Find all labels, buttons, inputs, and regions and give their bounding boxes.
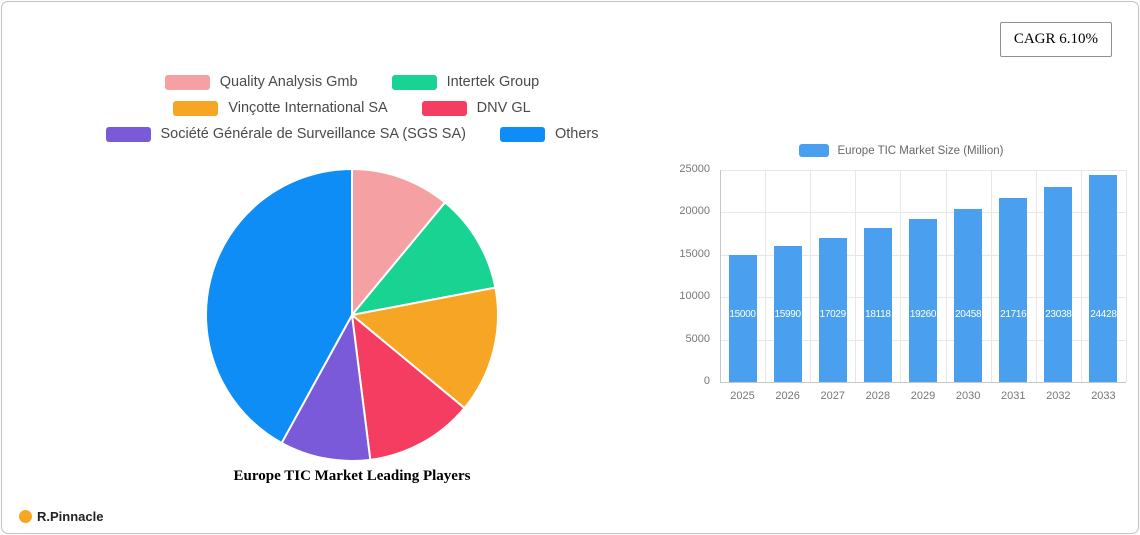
brand-logo: R.Pinnacle <box>19 509 103 524</box>
bar-2028 <box>863 228 892 382</box>
gridline-v <box>900 170 902 382</box>
pie-slice-1 <box>351 201 497 316</box>
legend-item-2[interactable]: Vinçotte International SA <box>173 100 388 116</box>
gridline-h <box>720 170 1126 171</box>
y-tick-label: 25000 <box>679 163 710 175</box>
gridline-v <box>720 170 721 382</box>
bar-value-label: 17029 <box>819 309 847 320</box>
pie-slice-2 <box>351 286 499 410</box>
pie-slice-0 <box>351 168 447 316</box>
logo-icon <box>19 510 32 523</box>
x-tick-label: 2027 <box>820 390 845 402</box>
cagr-label: CAGR 6.10% <box>1013 31 1098 47</box>
gridline-v <box>810 170 812 382</box>
pie-slice-4 <box>280 314 372 463</box>
legend-swatch <box>105 126 151 142</box>
x-tick-label: 2030 <box>955 390 981 402</box>
gridline-v <box>945 170 947 382</box>
gridline-h <box>720 212 1126 214</box>
bar-2033 <box>1089 174 1118 382</box>
legend-label: Quality Analysis Gmb <box>219 74 358 90</box>
bar-value-label: 15990 <box>774 309 802 320</box>
y-tick-label: 10000 <box>679 290 710 303</box>
gridline-v <box>1080 170 1082 382</box>
pie-legend: Quality Analysis Gmb Intertek Group Vinçot… <box>57 74 647 142</box>
legend-row: Société Générale de Surveillance SA (SGS… <box>57 126 647 142</box>
y-tick-label: 0 <box>703 375 710 387</box>
bar-value-label: 21716 <box>1000 309 1027 320</box>
bar-value-label: 23038 <box>1045 309 1072 320</box>
gridline-v <box>855 170 857 382</box>
x-tick-label: 2031 <box>1000 390 1026 402</box>
legend-swatch <box>164 74 210 90</box>
legend-swatch <box>391 74 437 90</box>
bar-2030 <box>954 208 983 382</box>
legend-item-0[interactable]: Quality Analysis Gmb <box>164 74 358 90</box>
bar-plot-area: 15000 15990 17029 18118 19260 20458 21716 23038… <box>720 170 1127 383</box>
bar-legend-label: Europe TIC Market Size (Million) <box>837 144 1004 157</box>
bar-value-label: 24428 <box>1090 309 1117 320</box>
bar-legend-swatch <box>798 144 829 157</box>
legend-label: Intertek Group <box>446 74 540 90</box>
legend-label: DNV GL <box>476 100 531 116</box>
legend-label: Société Générale de Surveillance SA (SGS… <box>160 126 466 142</box>
cagr-badge: CAGR 6.10% <box>999 22 1112 57</box>
x-tick-label: 2032 <box>1046 390 1071 402</box>
x-tick-label: 2025 <box>730 390 755 402</box>
legend-swatch <box>421 100 467 116</box>
bar-chart: Europe TIC Market Size (Million) 15000 15… <box>662 144 1140 422</box>
bar-2032 <box>1044 186 1073 382</box>
bar-2025 <box>728 254 757 382</box>
legend-row: Quality Analysis Gmb Intertek Group <box>57 74 647 90</box>
bar-2031 <box>999 197 1028 382</box>
bar-value-label: 18118 <box>865 309 891 320</box>
legend-row: Vinçotte International SA DNV GL <box>57 100 647 116</box>
bar-2026 <box>773 246 802 382</box>
bar-value-label: 20458 <box>954 309 982 320</box>
gridline-v <box>1035 170 1037 382</box>
gridline-v <box>1126 170 1127 382</box>
legend-swatch <box>173 100 219 116</box>
bar-value-label: 19260 <box>909 309 937 320</box>
y-tick-label: 20000 <box>679 205 710 218</box>
x-tick-label: 2029 <box>910 390 936 402</box>
x-tick-label: 2033 <box>1091 390 1116 402</box>
logo-text: R.Pinnacle <box>37 509 104 524</box>
legend-item-1[interactable]: Intertek Group <box>391 74 540 90</box>
legend-label: Vinçotte International SA <box>228 100 388 116</box>
pie-slice-5 <box>205 168 353 444</box>
pie-slice-3 <box>351 314 466 461</box>
legend-item-3[interactable]: DNV GL <box>421 100 531 116</box>
gridline-v <box>765 170 767 382</box>
x-tick-label: 2026 <box>775 390 800 402</box>
legend-label: Others <box>554 126 599 142</box>
bar-2027 <box>818 237 847 382</box>
bar-legend-item[interactable]: Europe TIC Market Size (Million) <box>662 144 1140 157</box>
pie-chart-title: Europe TIC Market Leading Players <box>233 468 471 484</box>
pie-chart <box>205 168 499 463</box>
legend-item-4[interactable]: Société Générale de Surveillance SA (SGS… <box>105 126 466 142</box>
x-tick-label: 2028 <box>865 390 891 402</box>
legend-swatch <box>499 126 545 142</box>
bar-value-label: 15000 <box>729 309 756 320</box>
gridline-h <box>720 382 1126 383</box>
gridline-v <box>990 170 992 382</box>
y-tick-label: 5000 <box>685 332 710 345</box>
bar-2029 <box>909 218 937 382</box>
y-tick-label: 15000 <box>679 247 710 260</box>
legend-item-5[interactable]: Others <box>499 126 599 142</box>
